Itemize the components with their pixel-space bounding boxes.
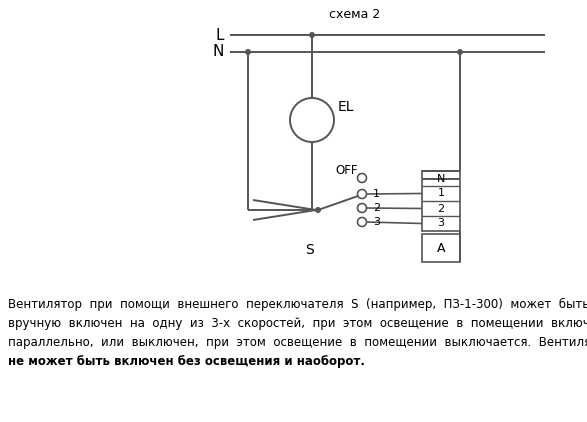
Text: L: L	[215, 27, 224, 43]
Text: A: A	[437, 241, 446, 254]
Text: 3: 3	[437, 219, 444, 228]
Text: 1: 1	[437, 189, 444, 198]
Circle shape	[357, 173, 366, 182]
Text: параллельно,  или  выключен,  при  этом  освещение  в  помещении  выключается.  : параллельно, или выключен, при этом осве…	[8, 336, 587, 349]
Bar	[422, 171, 460, 231]
Circle shape	[309, 32, 315, 38]
Circle shape	[245, 49, 251, 55]
Circle shape	[357, 203, 366, 213]
Text: 3: 3	[373, 217, 380, 227]
Text: вручную  включен  на  одну  из  3-х  скоростей,  при  этом  освещение  в  помеще: вручную включен на одну из 3-х скоростей…	[8, 317, 587, 330]
Circle shape	[357, 189, 366, 198]
Text: N: N	[212, 44, 224, 60]
Text: 1: 1	[373, 189, 380, 199]
Circle shape	[357, 217, 366, 227]
Text: не может быть включен без освещения и наоборот.: не может быть включен без освещения и на…	[8, 355, 365, 368]
Text: EL: EL	[338, 100, 355, 114]
Text: схема 2: схема 2	[329, 8, 380, 21]
Text: 2: 2	[373, 203, 380, 213]
Circle shape	[315, 207, 321, 213]
Text: Вентилятор  при  помощи  внешнего  переключателя  S  (например,  ПЗ-1-300)  може: Вентилятор при помощи внешнего переключа…	[8, 298, 587, 311]
Text: 2: 2	[437, 203, 444, 214]
Circle shape	[290, 98, 334, 142]
Text: N: N	[437, 173, 445, 184]
Text: OFF: OFF	[336, 163, 358, 176]
Circle shape	[457, 49, 463, 55]
Bar	[422, 234, 460, 262]
Text: S: S	[306, 243, 315, 257]
